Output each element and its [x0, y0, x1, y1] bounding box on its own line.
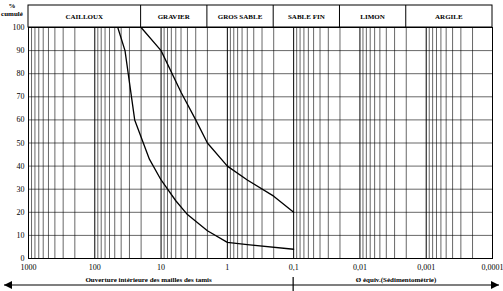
svg-text:ARGILE: ARGILE: [435, 13, 463, 21]
svg-text:100: 100: [13, 23, 25, 32]
svg-text:30: 30: [17, 185, 25, 194]
svg-text:LIMON: LIMON: [360, 13, 385, 21]
svg-text:60: 60: [17, 115, 25, 124]
svg-text:Ø équiv.(Sédimentométrie): Ø équiv.(Sédimentométrie): [356, 276, 437, 284]
svg-text:0,01: 0,01: [353, 263, 367, 272]
svg-text:GRAVIER: GRAVIER: [158, 13, 191, 21]
svg-text:10: 10: [157, 263, 165, 272]
svg-text:90: 90: [17, 46, 25, 55]
svg-text:Ouverture intérieure des maill: Ouverture intérieure des mailles des tam…: [85, 276, 212, 284]
svg-text:1000: 1000: [21, 263, 37, 272]
svg-text:50: 50: [17, 139, 25, 148]
svg-text:80: 80: [17, 69, 25, 78]
svg-text:0,0001: 0,0001: [482, 263, 503, 272]
svg-text:0: 0: [21, 254, 25, 263]
svg-text:70: 70: [17, 92, 25, 101]
svg-text:CAILLOUX: CAILLOUX: [65, 13, 103, 21]
svg-text:%cumulé: %cumulé: [1, 2, 23, 18]
svg-text:SABLE FIN: SABLE FIN: [288, 13, 325, 21]
svg-text:20: 20: [17, 208, 25, 217]
svg-text:100: 100: [89, 263, 101, 272]
svg-text:GROS SABLE: GROS SABLE: [218, 13, 263, 21]
svg-text:0,1: 0,1: [289, 263, 299, 272]
svg-text:10: 10: [17, 231, 25, 240]
svg-text:0,001: 0,001: [417, 263, 435, 272]
svg-text:40: 40: [17, 162, 25, 171]
svg-text:1: 1: [225, 263, 229, 272]
